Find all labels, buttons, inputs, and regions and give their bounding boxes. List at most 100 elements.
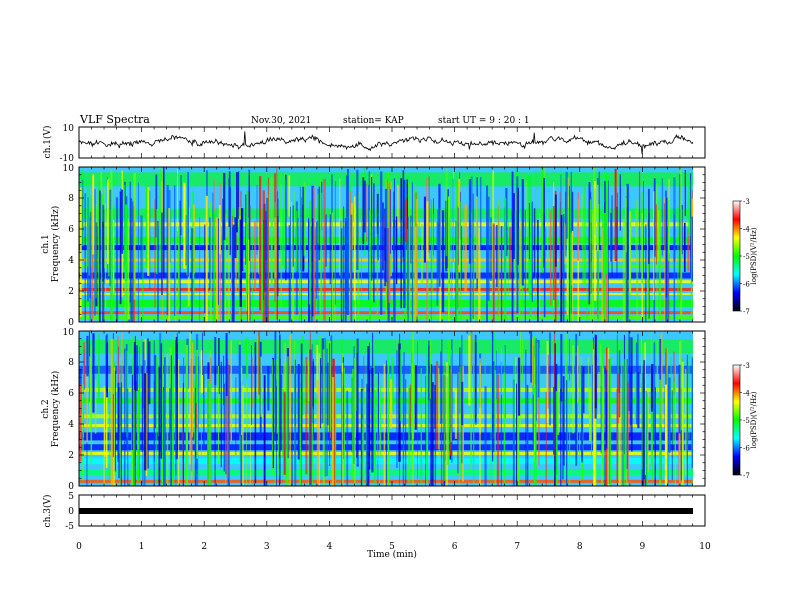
sferic-stripe <box>469 225 472 322</box>
sferic-stripe <box>436 222 439 306</box>
sferic-stripe <box>470 332 472 472</box>
sferic-stripe <box>267 366 270 411</box>
sferic-stripe <box>113 367 116 486</box>
sferic-stripe <box>185 344 188 486</box>
sferic-stripe <box>690 173 692 273</box>
sferic-stripe <box>597 204 600 322</box>
sferic-stripe <box>114 370 116 472</box>
sferic-stripe <box>362 177 365 245</box>
sferic-stripe <box>133 172 136 300</box>
sferic-stripe <box>431 382 434 486</box>
sferic-stripe <box>618 392 621 486</box>
sferic-stripe <box>552 205 554 314</box>
sferic-stripe <box>369 369 371 470</box>
x-tick-label: 8 <box>577 542 583 552</box>
sferic-stripe <box>237 171 240 219</box>
sferic-stripe <box>321 192 323 313</box>
sferic-stripe <box>493 224 495 322</box>
sferic-stripe <box>191 228 193 322</box>
ch3-waveform-panel: 5 0 -5 ch.3(V) 0 1 2 3 4 5 6 7 8 9 10 Time (min) <box>42 492 711 560</box>
sferic-stripe <box>366 183 368 242</box>
station-label: station= KAP <box>343 116 404 126</box>
sferic-stripe <box>532 335 536 395</box>
sferic-stripe <box>647 188 650 265</box>
sferic-stripe <box>166 184 169 316</box>
sferic-stripe <box>267 177 269 322</box>
sferic-stripe <box>158 367 161 486</box>
sferic-stripe <box>572 345 575 434</box>
sferic-stripe <box>108 177 111 277</box>
frequency-band <box>79 469 693 476</box>
frequency-band <box>79 365 693 374</box>
sferic-stripe <box>605 172 608 274</box>
sferic-stripe <box>274 202 277 316</box>
sferic-stripe <box>223 186 226 301</box>
sferic-stripe <box>220 361 222 468</box>
sferic-stripe <box>524 209 526 322</box>
sferic-stripe <box>331 212 333 322</box>
ch2-colorbar: -3 -4 -5 -6 -7 log(PSD)(V²/Hz) <box>732 362 758 480</box>
sferic-stripe <box>411 212 414 322</box>
sferic-stripe <box>445 362 448 486</box>
sferic-stripe <box>174 185 176 316</box>
sferic-stripe <box>664 386 666 441</box>
sferic-stripe <box>158 169 162 263</box>
sferic-stripe <box>153 340 155 462</box>
sferic-stripe <box>581 193 583 249</box>
sferic-stripe <box>361 378 363 419</box>
sferic-stripe <box>547 354 549 409</box>
sferic-stripe <box>673 351 675 395</box>
sferic-stripe <box>347 168 349 316</box>
sferic-stripe <box>586 218 588 322</box>
sferic-stripe <box>474 334 477 423</box>
sferic-stripe <box>598 171 600 249</box>
sferic-stripe <box>248 169 250 240</box>
sferic-stripe <box>603 213 607 322</box>
sferic-stripe <box>594 334 597 409</box>
sferic-stripe <box>334 181 336 305</box>
sferic-stripe <box>285 174 287 281</box>
sferic-stripe <box>281 388 285 458</box>
sferic-stripe <box>686 354 688 486</box>
sferic-stripe <box>373 183 375 303</box>
sferic-stripe <box>568 371 571 486</box>
sferic-stripe <box>353 346 355 464</box>
sferic-stripe <box>129 181 132 303</box>
sferic-stripe <box>289 334 291 486</box>
sferic-stripe <box>497 200 500 322</box>
sferic-stripe <box>324 214 327 267</box>
sferic-stripe <box>387 171 390 237</box>
sferic-stripe <box>400 178 402 309</box>
sferic-stripe <box>450 221 452 322</box>
sferic-stripe <box>445 169 448 257</box>
sferic-stripe <box>209 383 212 486</box>
frequency-band <box>79 398 693 404</box>
sferic-stripe <box>303 182 306 256</box>
sferic-stripe <box>594 181 597 301</box>
sferic-stripe <box>484 349 486 389</box>
sferic-stripe <box>218 204 221 255</box>
sferic-stripe <box>521 338 523 382</box>
sferic-stripe <box>602 184 604 239</box>
sferic-stripe <box>636 199 639 322</box>
sferic-stripe <box>541 168 544 273</box>
figure-title: VLF Spectra <box>79 113 150 126</box>
sferic-stripe <box>608 180 609 322</box>
sferic-stripe <box>529 175 532 318</box>
frequency-band <box>79 479 693 483</box>
sferic-stripe <box>235 377 237 456</box>
sferic-stripe <box>133 341 136 412</box>
sferic-stripe <box>509 227 512 279</box>
sferic-stripe <box>683 222 686 272</box>
sferic-stripe <box>177 168 179 232</box>
sferic-stripe <box>641 344 643 470</box>
start-time-label: start UT = 9 : 20 : 1 <box>438 116 530 126</box>
sferic-stripe <box>667 222 669 322</box>
no-data-region <box>693 167 705 322</box>
sferic-stripe <box>131 374 134 450</box>
sferic-stripe <box>511 210 514 263</box>
sferic-stripe <box>103 385 105 486</box>
sferic-stripe <box>111 188 112 296</box>
sferic-stripe <box>500 225 503 322</box>
sferic-stripe <box>442 351 444 424</box>
